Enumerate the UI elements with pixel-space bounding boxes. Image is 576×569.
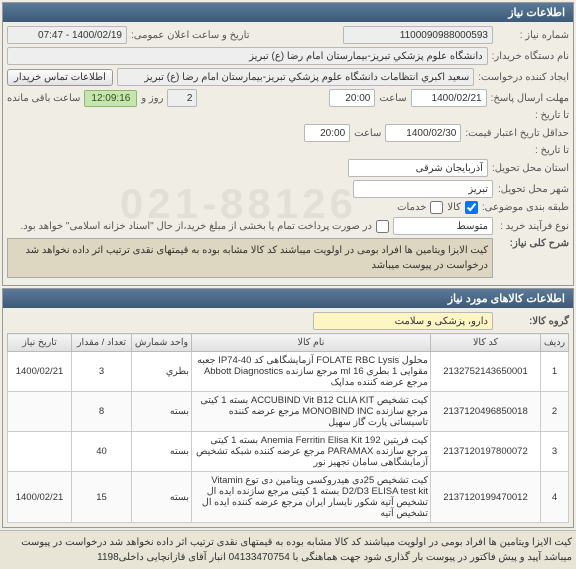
cell-date: 1400/02/21 (8, 352, 72, 392)
cell-name: کیت تشخیص ACCUBIND Vit B12 CLIA KIT بسته… (192, 392, 431, 432)
need-no-label: شماره نیاز : (497, 30, 569, 41)
table-row[interactable]: 42137120199470012کیت تشخیص 25دی هیدروکسی… (8, 472, 569, 523)
note-checkbox[interactable] (376, 220, 389, 233)
remain-time-box: 12:09:16 (84, 90, 137, 107)
col-code: کد کالا (431, 334, 541, 352)
cell-date: 1400/02/21 (8, 472, 72, 523)
need-no-field: 1100090988000593 (343, 26, 493, 44)
validity-time-field[interactable]: 20:00 (304, 124, 350, 142)
validity-label: حداقل تاریخ اعتبار قیمت: (465, 128, 569, 139)
cell-n: 4 (541, 472, 569, 523)
table-row[interactable]: 12132752143650001محلول FOLATE RBC Lysis … (8, 352, 569, 392)
cell-date (8, 392, 72, 432)
goods-checkbox[interactable] (465, 201, 478, 214)
remain-days-field: 2 (167, 89, 197, 107)
goods-table: ردیف کد کالا نام کالا واحد شمارش تعداد /… (7, 333, 569, 523)
purchase-label: نوع فرآیند خرید : (497, 221, 569, 232)
goods-panel: اطلاعات کالاهای مورد نیاز گروه کالا: دار… (2, 288, 574, 528)
deadline-time-field[interactable]: 20:00 (329, 89, 375, 107)
city-label: شهر محل تحویل: (497, 184, 569, 195)
to-date-label: تا تاریخ : (497, 110, 569, 121)
cell-name: کیت تشخیص 25دی هیدروکسی ویتامین دی توع V… (192, 472, 431, 523)
cell-unit: بطري (132, 352, 192, 392)
creator-field: سعيد اكبري انتظامات دانشگاه علوم پزشكي ت… (117, 68, 474, 86)
topic-label: شرح کلی نیاز: (497, 238, 569, 249)
contact-button[interactable]: اطلاعات تماس خریدار (7, 69, 113, 86)
cell-n: 2 (541, 392, 569, 432)
cell-code: 2137120199470012 (431, 472, 541, 523)
province-field[interactable]: آذربایجان شرقی (348, 159, 488, 177)
classify-label: طبقه بندی موضوعی: (482, 202, 569, 213)
cell-name: کیت فریتین Anemia Ferritin Elisa Kit 192… (192, 432, 431, 472)
cell-qty: 3 (72, 352, 132, 392)
group-label: گروه کالا: (497, 316, 569, 327)
deadline-label: مهلت ارسال پاسخ: (491, 93, 569, 104)
cell-name: محلول FOLATE RBC Lysis آزمایشگاهی کد IP7… (192, 352, 431, 392)
cell-code: 2137120496850018 (431, 392, 541, 432)
col-name: نام کالا (192, 334, 431, 352)
cell-unit: بسته (132, 432, 192, 472)
col-row: ردیف (541, 334, 569, 352)
purchase-note: در صورت پرداخت تمام یا بخشی از مبلغ خرید… (7, 221, 372, 232)
cell-qty: 8 (72, 392, 132, 432)
remain-label: ساعت باقی مانده (7, 93, 80, 104)
day-label: روز و (141, 93, 163, 104)
cell-qty: 15 (72, 472, 132, 523)
to-date2-label: تا تاریخ : (497, 145, 569, 156)
goods-header: اطلاعات کالاهای مورد نیاز (3, 289, 573, 308)
cell-code: 2132752143650001 (431, 352, 541, 392)
province-label: استان محل تحویل: (492, 163, 569, 174)
table-row[interactable]: 32137120197800072کیت فریتین Anemia Ferri… (8, 432, 569, 472)
purchase-field[interactable]: متوسط (393, 217, 493, 235)
cell-unit: بسته (132, 392, 192, 432)
col-date: تاریخ نیاز (8, 334, 72, 352)
service-check-label: خدمات (397, 202, 426, 213)
cell-n: 3 (541, 432, 569, 472)
announce-field: 1400/02/19 - 07:47 (7, 26, 127, 44)
service-checkbox[interactable] (430, 201, 443, 214)
goods-check-label: کالا (447, 202, 461, 213)
col-qty: تعداد / مقدار (72, 334, 132, 352)
cell-unit: بسته (132, 472, 192, 523)
cell-code: 2137120197800072 (431, 432, 541, 472)
col-unit: واحد شمارش (132, 334, 192, 352)
validity-date-field[interactable]: 1400/02/30 (385, 124, 461, 142)
time-label-1: ساعت (379, 93, 406, 104)
deadline-date-field[interactable]: 1400/02/21 (411, 89, 487, 107)
cell-n: 1 (541, 352, 569, 392)
creator-label: ایجاد کننده درخواست: (478, 72, 569, 83)
cell-qty: 40 (72, 432, 132, 472)
buyer-label: نام دستگاه خریدار: (492, 51, 569, 62)
need-info-header: اطلاعات نیاز (3, 3, 573, 22)
topic-text: کیت الایزا ویتامین ها افراد بومی در اولو… (7, 238, 493, 278)
city-field[interactable]: تبریز (353, 180, 493, 198)
need-info-panel: اطلاعات نیاز شماره نیاز : 11000909880005… (2, 2, 574, 286)
buyer-field: دانشگاه علوم پزشكي تبريز-بيمارستان امام … (7, 47, 488, 65)
group-field[interactable]: دارو، پزشکی و سلامت (313, 312, 493, 330)
footnote: کیت الایزا ویتامین ها افراد بومی در اولو… (0, 530, 576, 569)
cell-date (8, 432, 72, 472)
announce-label: تاریخ و ساعت اعلان عمومی: (131, 30, 250, 41)
table-row[interactable]: 22137120496850018کیت تشخیص ACCUBIND Vit … (8, 392, 569, 432)
time-label-2: ساعت (354, 128, 381, 139)
